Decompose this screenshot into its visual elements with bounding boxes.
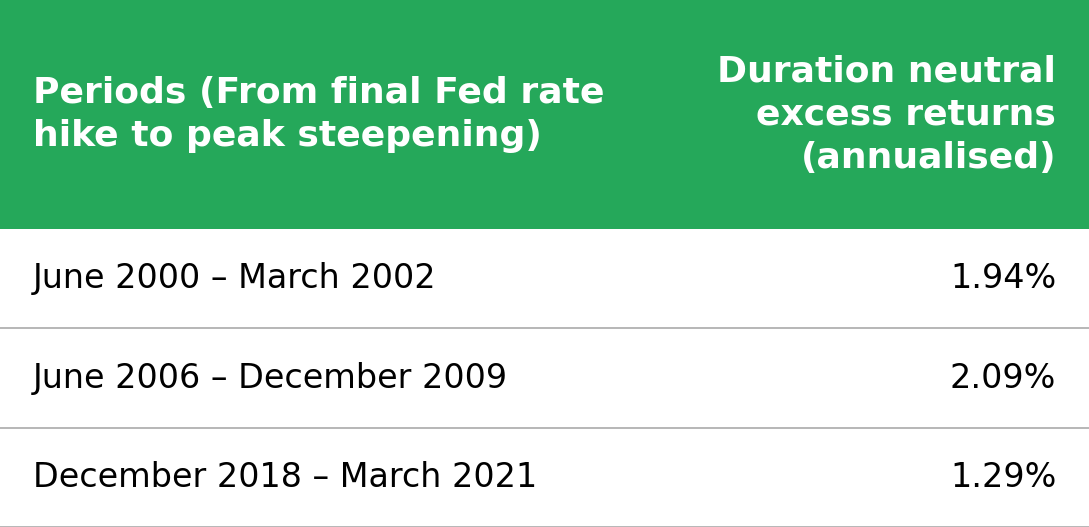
Text: 1.94%: 1.94% [950, 262, 1056, 295]
Text: Duration neutral
excess returns
(annualised): Duration neutral excess returns (annuali… [718, 54, 1056, 175]
Bar [0, 0, 1089, 229]
Text: June 2006 – December 2009: June 2006 – December 2009 [33, 362, 507, 395]
Text: 2.09%: 2.09% [950, 362, 1056, 395]
Text: June 2000 – March 2002: June 2000 – March 2002 [33, 262, 437, 295]
Text: 1.29%: 1.29% [950, 461, 1056, 494]
Text: December 2018 – March 2021: December 2018 – March 2021 [33, 461, 537, 494]
Text: Periods (From final Fed rate
hike to peak steepening): Periods (From final Fed rate hike to pea… [33, 76, 604, 153]
